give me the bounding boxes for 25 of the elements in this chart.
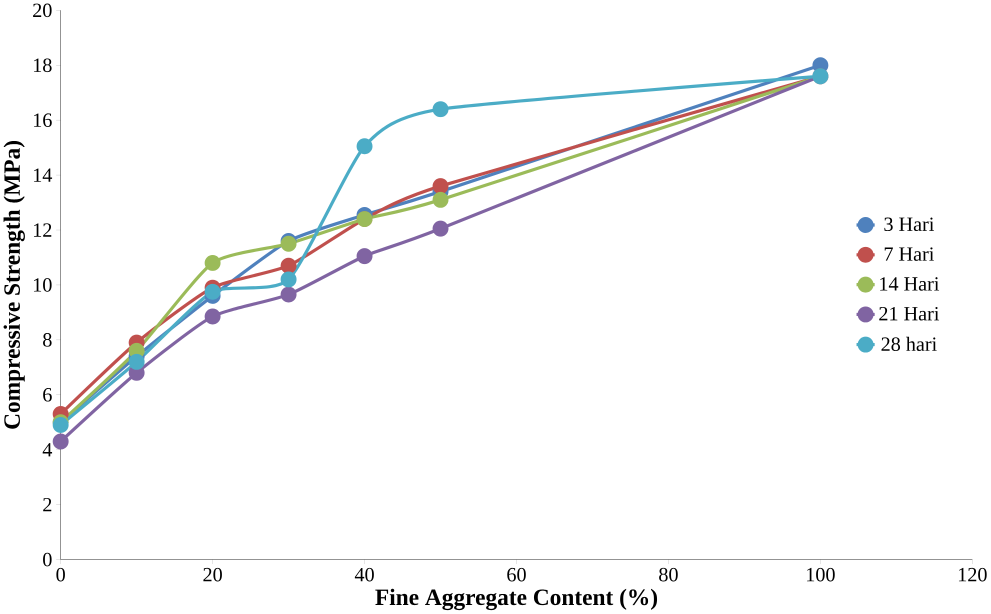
y-tick-label: 2 <box>43 498 52 512</box>
x-tick-label: 20 <box>203 568 222 582</box>
y-tick-label: 6 <box>43 388 52 402</box>
y-tick-label: 4 <box>42 443 52 457</box>
y-tick-label: 0 <box>43 552 52 567</box>
y-tick-label: 16 <box>34 114 52 128</box>
y-tick-label: 8 <box>43 333 52 347</box>
legend-label: 3 Hari <box>884 218 934 232</box>
x-tick-label: 120 <box>958 568 987 582</box>
x-tick-label: 80 <box>659 568 678 582</box>
x-tick-label: 60 <box>507 568 526 582</box>
x-tick-label: 40 <box>354 568 374 582</box>
x-tick-label: 100 <box>807 568 835 582</box>
legend-label: 14 Hari <box>880 277 940 291</box>
y-tick-label: 20 <box>33 4 52 18</box>
y-tick-label: 14 <box>34 168 52 182</box>
x-axis-title: Fine Aggregate Content (%) <box>375 588 658 610</box>
legend-label: 7 Hari <box>884 247 934 262</box>
y-tick-label: 18 <box>34 58 52 72</box>
legend-label: 21 Hari <box>879 307 940 321</box>
y-tick-label: 10 <box>34 278 52 292</box>
y-tick-label: 12 <box>34 224 52 237</box>
x-tick-label: 0 <box>56 568 65 582</box>
y-axis-title: Compressive Strength (MPa) <box>4 141 25 429</box>
legend-label: 28 hari <box>882 336 937 352</box>
